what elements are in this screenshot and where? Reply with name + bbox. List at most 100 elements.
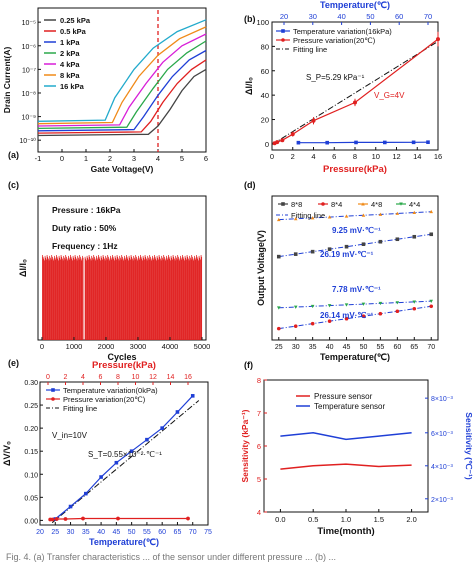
bar: [170, 255, 172, 340]
bar: [116, 259, 117, 340]
bar: [186, 255, 188, 340]
annotation-text: 9.25 mV·℃⁻¹: [332, 226, 381, 235]
bar: [80, 256, 81, 340]
fit-line: [51, 400, 200, 524]
bar: [191, 255, 193, 340]
bar: [92, 259, 94, 340]
data-point: [361, 314, 366, 319]
series-line: [298, 141, 429, 144]
bar: [196, 256, 198, 340]
bar: [142, 255, 144, 340]
y-tick-label: 10⁻⁸: [22, 91, 36, 98]
x2-axis-label: Temperature(℃): [320, 0, 390, 10]
x-tick-label: 45: [112, 529, 120, 536]
bar: [168, 256, 170, 340]
data-point: [378, 239, 383, 244]
bar: [88, 255, 90, 340]
legend-label: 8 kPa: [60, 71, 80, 80]
bar: [66, 258, 68, 340]
legend-label: 2 kPa: [60, 49, 80, 58]
bar: [192, 258, 194, 340]
x2-tick-label: 10: [132, 374, 140, 381]
annotation-text: Pressure : 16kPa: [52, 205, 121, 215]
bar: [93, 255, 95, 340]
bar: [58, 260, 59, 340]
bar: [103, 256, 105, 340]
y-tick-label: 20: [261, 116, 269, 125]
x2-tick-label: 16: [184, 374, 192, 381]
legend-label: 16 kPa: [60, 82, 85, 91]
bar: [44, 255, 46, 340]
series-line: [37, 40, 207, 130]
y-tick-label: 8: [257, 376, 261, 385]
bar: [54, 257, 56, 340]
data-point: [344, 214, 349, 218]
data-point: [310, 321, 315, 326]
panel-label: (d): [244, 180, 256, 190]
bar: [178, 258, 180, 340]
bar: [199, 257, 201, 340]
bar: [132, 258, 133, 340]
x-axis-label: Temperature(℃): [89, 537, 159, 547]
legend-marker: [51, 397, 55, 401]
bar: [144, 259, 145, 340]
bar: [128, 255, 130, 340]
x-tick-label: 14: [413, 152, 421, 161]
bar: [173, 256, 175, 340]
bar-group: [42, 255, 203, 340]
annotation-text: 26.14 mV·℃⁻¹: [320, 311, 374, 320]
bar: [85, 258, 87, 340]
panel-label: (b): [244, 14, 256, 24]
bar: [104, 258, 105, 340]
bar: [138, 257, 140, 340]
x-tick-label: 35: [82, 529, 90, 536]
legend-label: Fitting line: [63, 404, 97, 413]
bar: [76, 260, 78, 340]
bar: [200, 255, 202, 340]
bar: [108, 258, 110, 340]
bar: [184, 260, 185, 340]
legend-label: Temperature sensor: [314, 402, 385, 411]
bar: [137, 260, 139, 340]
x-tick-label: 0: [60, 154, 64, 163]
y-axis-label: ΔV/V₀: [2, 441, 12, 466]
data-point: [276, 326, 281, 331]
bar: [159, 256, 161, 340]
bar: [127, 258, 129, 340]
x-tick-label: 8: [353, 152, 357, 161]
bar: [119, 255, 121, 340]
y-tick-label: 5: [257, 475, 261, 484]
bar: [60, 259, 61, 340]
bar: [190, 257, 191, 340]
bar: [130, 255, 132, 340]
bar: [192, 256, 193, 340]
bar: [91, 255, 93, 340]
bar: [158, 255, 160, 340]
bar: [178, 256, 179, 340]
bar: [50, 259, 52, 340]
bar: [170, 260, 171, 340]
bar: [156, 255, 158, 340]
data-point: [378, 311, 383, 316]
data-point: [378, 301, 383, 306]
data-point: [114, 460, 119, 465]
bar: [69, 259, 71, 340]
legend-label: Temperature variation(16kPa): [293, 27, 392, 36]
legend-marker: [361, 202, 365, 206]
x-tick-label: 1.0: [341, 515, 351, 524]
legend-marker: [399, 202, 403, 206]
data-point: [145, 437, 149, 442]
data-point: [190, 394, 195, 398]
x-tick-label: 70: [189, 529, 197, 536]
data-point: [354, 140, 358, 145]
y-tick-label: 7: [257, 409, 261, 418]
bar: [163, 255, 165, 340]
bar: [75, 256, 77, 340]
bar: [183, 258, 185, 340]
x-tick-label: 25: [275, 344, 283, 351]
bar: [101, 257, 103, 340]
bar: [62, 260, 64, 340]
fit-line: [278, 233, 432, 258]
y-axis-label: Sensitivity (kPa⁻¹): [240, 409, 250, 482]
bar: [104, 260, 106, 340]
